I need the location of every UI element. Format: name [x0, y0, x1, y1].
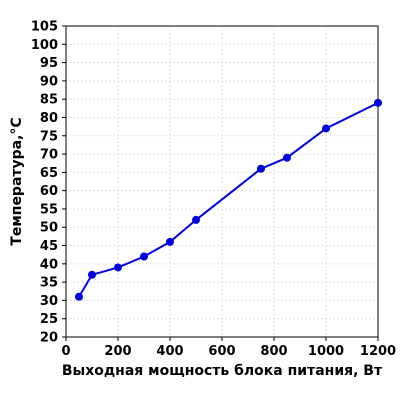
x-tick-label: 600	[208, 344, 235, 359]
data-point	[166, 237, 174, 246]
data-point	[192, 215, 200, 224]
y-tick-label: 80	[40, 111, 58, 126]
data-point	[322, 124, 330, 133]
data-point	[75, 292, 83, 301]
y-tick-label: 105	[31, 20, 58, 35]
data-point	[88, 270, 96, 279]
data-point	[114, 263, 122, 272]
y-tick-label: 50	[40, 221, 58, 236]
x-tick-label: 0	[61, 344, 70, 359]
x-tick-label: 1000	[308, 344, 344, 359]
y-tick-label: 40	[40, 257, 58, 272]
y-tick-label: 60	[40, 184, 58, 199]
y-tick-label: 30	[40, 294, 58, 309]
x-tick-label: 200	[104, 344, 131, 359]
series-line	[78, 101, 379, 298]
grid	[65, 25, 379, 338]
y-tick-label: 35	[40, 276, 58, 291]
data-point	[374, 98, 382, 107]
y-tick-label: 85	[40, 93, 58, 108]
x-tick-label: 1200	[360, 344, 396, 359]
y-tick-label: 45	[40, 239, 58, 254]
data-point	[140, 252, 148, 261]
series-group	[75, 98, 382, 301]
y-tick-label: 65	[40, 166, 58, 181]
x-tick-label: 800	[260, 344, 287, 359]
y-axis-title: Температура,°С	[9, 117, 25, 245]
data-point	[283, 153, 291, 162]
data-point	[257, 164, 265, 173]
x-axis-title: Выходная мощность блока питания, Вт	[62, 363, 383, 379]
y-axis: 20 25 30 35 40 45 50 55 60 65 70 75 80 85 90 95 100 105	[31, 20, 66, 346]
y-tick-label: 95	[40, 56, 58, 71]
y-tick-label: 20	[40, 331, 58, 346]
y-tick-label: 70	[40, 148, 58, 163]
x-tick-label: 400	[156, 344, 183, 359]
y-tick-label: 75	[40, 129, 58, 144]
y-tick-label: 55	[40, 202, 58, 217]
y-tick-label: 90	[40, 74, 58, 89]
y-tick-label: 100	[31, 38, 58, 53]
x-axis: 0 200 400 600 800 1000 1200	[61, 337, 396, 359]
y-tick-label: 25	[40, 312, 58, 327]
